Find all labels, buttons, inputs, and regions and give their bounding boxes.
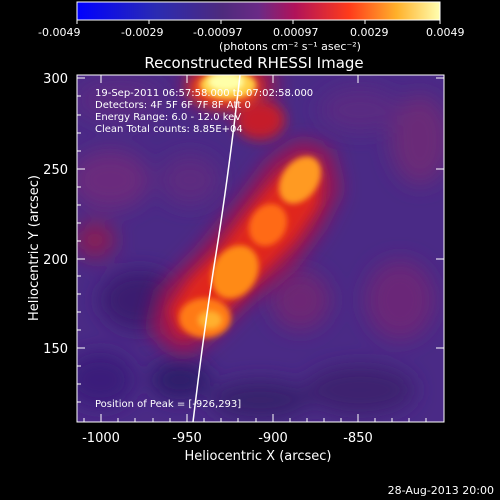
colorbar-tick-label: -0.0029 xyxy=(121,26,163,39)
info-line-clean-counts: Clean Total counts: 8.85E+04 xyxy=(95,124,243,135)
y-axis-label: Heliocentric Y (arcsec) xyxy=(27,175,42,321)
rhessi-image xyxy=(77,75,444,422)
y-axis xyxy=(77,77,444,403)
date-stamp: 28-Aug-2013 20:00 xyxy=(388,484,494,497)
plot-frame xyxy=(76,74,445,423)
x-tick-label: -850 xyxy=(343,431,373,446)
y-tick-label: 150 xyxy=(43,342,68,357)
peak-position-label: Position of Peak = [-926,293] xyxy=(95,399,241,410)
x-axis-label: Heliocentric X (arcsec) xyxy=(185,449,332,464)
colorbar-gradient xyxy=(76,1,441,21)
y-tick-label: 200 xyxy=(43,253,68,268)
info-line-time-range: 19-Sep-2011 06:57:58.000 to 07:02:58.000 xyxy=(95,88,313,99)
info-line-detectors: Detectors: 4F 5F 6F 7F 8F Att 0 xyxy=(95,100,251,111)
colorbar-tick-label: 0.0029 xyxy=(350,26,389,39)
solar-limb-line xyxy=(192,75,241,422)
colorbar-tick-label: 0.00097 xyxy=(273,26,319,39)
colorbar-tick-label: 0.0049 xyxy=(426,26,465,39)
observation-info: 19-Sep-2011 06:57:58.000 to 07:02:58.000… xyxy=(95,88,313,135)
info-line-energy-range: Energy Range: 6.0 - 12.0 keV xyxy=(95,112,241,123)
plot-title: Reconstructed RHESSI Image xyxy=(144,54,363,72)
flare-peak xyxy=(198,75,244,329)
image-background-texture xyxy=(77,78,444,420)
x-tick-label: -1000 xyxy=(82,431,120,446)
colorbar-units-label: (photons cm⁻² s⁻¹ asec⁻²) xyxy=(219,40,361,53)
colorbar-tick-label: -0.0049 xyxy=(38,26,80,39)
x-axis xyxy=(83,75,427,422)
x-tick-label: -950 xyxy=(172,431,202,446)
colorbar: -0.0049 -0.0029 -0.00097 0.00097 0.0029 … xyxy=(38,1,465,53)
y-tick-label: 300 xyxy=(43,72,68,87)
x-tick-label: -900 xyxy=(258,431,288,446)
y-tick-label: 250 xyxy=(43,163,68,178)
colorbar-tick-label: -0.00097 xyxy=(193,26,242,39)
